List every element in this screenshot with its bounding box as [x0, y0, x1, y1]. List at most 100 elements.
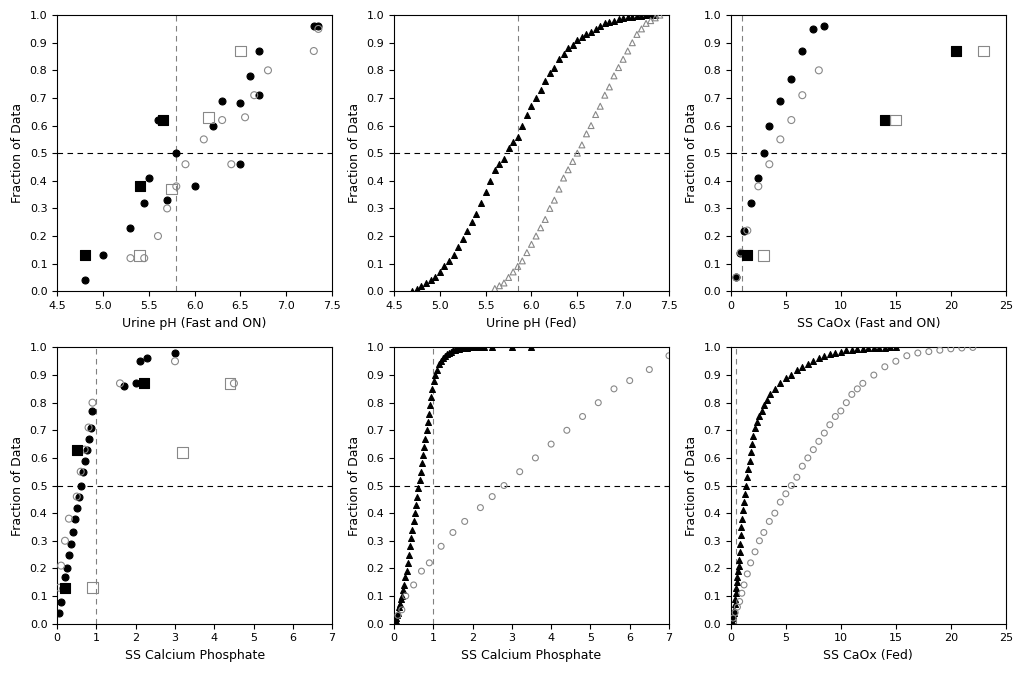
X-axis label: SS CaOx (Fast and ON): SS CaOx (Fast and ON): [797, 316, 940, 330]
Point: [397, 571, 414, 582]
Point: [433, 356, 450, 367]
Point: [84, 397, 100, 408]
Point: [597, 90, 613, 100]
Point: [436, 261, 453, 272]
Point: [251, 46, 267, 57]
Point: [943, 343, 959, 354]
Point: [756, 148, 772, 159]
Point: [741, 456, 758, 466]
Point: [777, 372, 794, 383]
Point: [647, 13, 664, 24]
Point: [761, 159, 777, 170]
Point: [871, 343, 888, 353]
Point: [510, 131, 526, 142]
Point: [877, 114, 893, 125]
Point: [440, 347, 457, 358]
Point: [414, 458, 430, 469]
Point: [729, 577, 745, 588]
Point: [150, 231, 166, 242]
Point: [833, 346, 849, 357]
Point: [407, 507, 423, 518]
Point: [855, 343, 871, 354]
Point: [821, 349, 838, 360]
Y-axis label: Fraction of Data: Fraction of Data: [685, 435, 697, 536]
Point: [131, 250, 147, 260]
Point: [310, 24, 327, 34]
Point: [736, 579, 753, 590]
Point: [759, 394, 775, 405]
X-axis label: SS Calcium Phosphate: SS Calcium Phosphate: [462, 649, 601, 662]
Point: [746, 546, 763, 557]
Point: [71, 491, 87, 502]
Point: [795, 461, 811, 472]
X-axis label: Urine pH (Fed): Urine pH (Fed): [486, 316, 577, 330]
Point: [501, 142, 517, 153]
Point: [51, 582, 68, 593]
Point: [473, 197, 489, 208]
Point: [505, 137, 521, 147]
Point: [401, 541, 418, 552]
Point: [445, 250, 462, 260]
Point: [849, 344, 865, 355]
Point: [555, 48, 571, 59]
Point: [251, 90, 267, 100]
Point: [651, 9, 668, 20]
Point: [201, 112, 217, 122]
Point: [752, 411, 768, 422]
Point: [733, 588, 750, 598]
Point: [735, 505, 752, 516]
Point: [756, 527, 772, 538]
Point: [827, 411, 844, 422]
Point: [728, 272, 744, 283]
Point: [482, 176, 499, 186]
Point: [514, 120, 530, 131]
Point: [69, 491, 85, 502]
Point: [811, 353, 827, 364]
Point: [416, 441, 432, 452]
Point: [232, 46, 249, 57]
Point: [486, 164, 503, 175]
Point: [546, 194, 562, 205]
Point: [459, 225, 475, 236]
Point: [122, 222, 138, 233]
Point: [744, 431, 761, 441]
Point: [477, 186, 494, 197]
Point: [417, 433, 433, 444]
Point: [214, 96, 230, 106]
Point: [559, 425, 575, 435]
Point: [638, 10, 654, 21]
Point: [795, 46, 811, 57]
Point: [79, 444, 95, 455]
Point: [752, 536, 768, 546]
Point: [606, 384, 623, 394]
Point: [811, 65, 827, 76]
Point: [629, 11, 645, 22]
Point: [592, 101, 608, 112]
Y-axis label: Fraction of Data: Fraction of Data: [348, 435, 360, 536]
Point: [723, 618, 739, 629]
Point: [399, 557, 416, 568]
Point: [844, 389, 860, 400]
Point: [472, 502, 488, 513]
Point: [783, 369, 800, 380]
Point: [449, 344, 465, 355]
Point: [783, 73, 800, 84]
Point: [624, 11, 640, 22]
Point: [724, 616, 740, 627]
Point: [80, 422, 96, 433]
Point: [56, 571, 73, 582]
Point: [610, 62, 627, 73]
Point: [82, 422, 98, 433]
Point: [387, 616, 403, 627]
Point: [532, 222, 549, 233]
Point: [53, 596, 70, 607]
Point: [77, 275, 93, 285]
Point: [953, 343, 970, 353]
Point: [833, 406, 849, 417]
Point: [222, 378, 239, 389]
Point: [739, 250, 756, 260]
Point: [112, 378, 128, 389]
Point: [622, 376, 638, 386]
Point: [542, 68, 558, 79]
Point: [451, 343, 467, 354]
